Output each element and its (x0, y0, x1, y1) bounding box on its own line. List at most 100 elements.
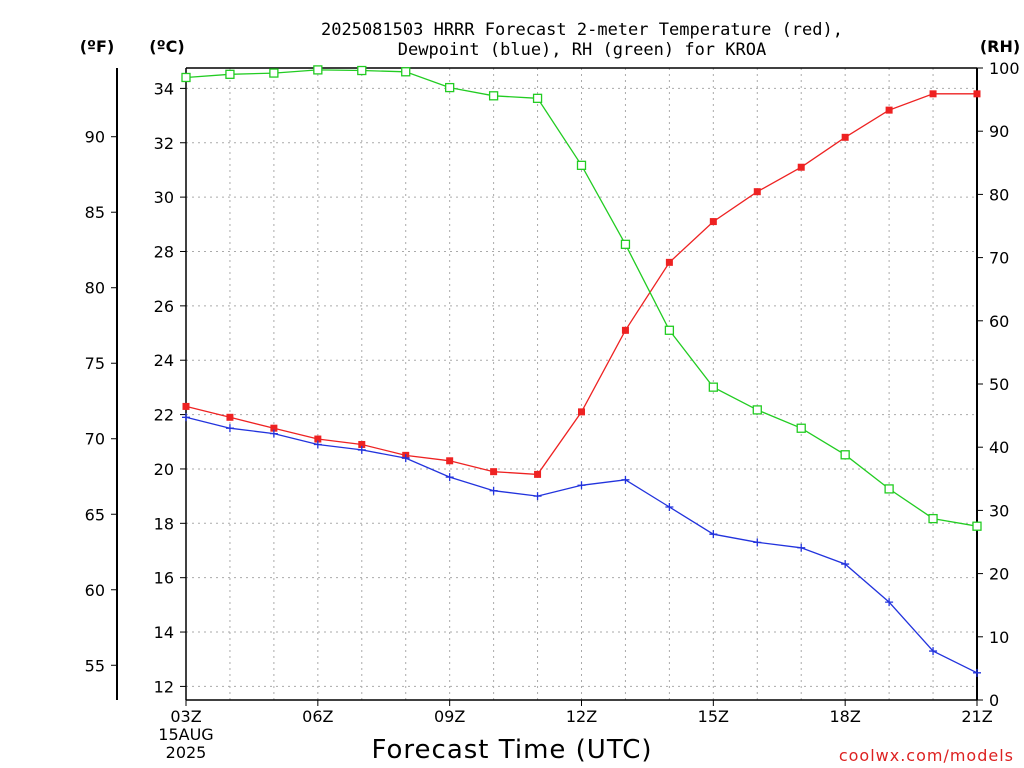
fahrenheit-tick-label: 60 (85, 581, 105, 600)
celsius-tick-label: 18 (154, 514, 174, 533)
rh-point (752, 405, 762, 415)
x-tick-label: 15Z (698, 707, 729, 726)
rh-tick-label: 20 (989, 565, 1009, 584)
x-tick-label: 21Z (961, 707, 992, 726)
rh-point (708, 382, 718, 392)
dewpoint-point (269, 429, 278, 438)
temperature-point (753, 188, 761, 196)
rh-unit-label: (RH) (980, 37, 1020, 56)
rh-point (796, 423, 806, 433)
temperature-point (534, 470, 542, 478)
dewpoint-point (577, 481, 586, 490)
dewpoint-point (797, 543, 806, 552)
rh-point (488, 91, 499, 101)
rh-tick-label: 10 (989, 628, 1009, 647)
rh-point (884, 484, 894, 494)
temperature-point (841, 133, 849, 141)
celsius-tick-label: 34 (154, 79, 174, 98)
temperature-point (270, 424, 278, 432)
x-tick-label: 03Z (170, 707, 201, 726)
rh-point (664, 325, 675, 335)
x-tick-label: 12Z (566, 707, 597, 726)
fahrenheit-tick-label: 85 (85, 203, 105, 222)
temperature-point (797, 163, 805, 171)
celsius-tick-label: 14 (154, 623, 174, 642)
x-tick-label: 09Z (434, 707, 465, 726)
dewpoint-point (401, 454, 410, 463)
rh-tick-label: 60 (989, 312, 1009, 331)
tick-labels: 12 14 16 18 20 22 24 26 28 30 32 34 55 60 65 70 75 80 85 90… (85, 59, 1020, 726)
rh-point (445, 82, 455, 93)
temperature-point (446, 457, 454, 465)
celsius-tick-label: 32 (154, 134, 174, 153)
x-axis-title: Forecast Time (UTC) (371, 735, 652, 765)
temperature-point (578, 408, 585, 416)
fahrenheit-tick-label: 75 (85, 354, 105, 373)
rh-tick-label: 50 (989, 375, 1009, 394)
temperature-point (973, 90, 981, 98)
rh-point (357, 65, 367, 76)
rh-point (269, 68, 279, 78)
dewpoint-point (929, 647, 938, 656)
celsius-tick-label: 26 (154, 297, 174, 316)
celsius-unit-label: (ºC) (149, 37, 184, 56)
rh-point (181, 72, 191, 83)
rh-tick-label: 80 (989, 185, 1009, 204)
date-label-year: 2025 (166, 743, 207, 762)
dewpoint-point (182, 413, 190, 422)
temperature-point (929, 90, 937, 98)
dewpoint-point (885, 598, 894, 607)
rh-point (620, 239, 631, 249)
dewpoint-point (313, 440, 322, 449)
chart-title-line1: 2025081503 HRRR Forecast 2-meter Tempera… (321, 20, 843, 40)
axes (111, 67, 983, 706)
fahrenheit-tick-label: 55 (85, 656, 105, 675)
fahrenheit-tick-label: 80 (85, 279, 105, 298)
celsius-tick-label: 30 (154, 188, 174, 207)
x-tick-label: 18Z (830, 707, 861, 726)
temperature-point (490, 468, 498, 476)
rh-point (532, 93, 543, 103)
rh-tick-label: 40 (989, 438, 1009, 457)
celsius-tick-label: 24 (154, 351, 174, 370)
rh-tick-label: 0 (989, 691, 999, 710)
credit-text: coolwx.com/models (839, 746, 1014, 765)
dewpoint-point (709, 530, 718, 539)
fahrenheit-unit-label: (ºF) (80, 37, 115, 56)
rh-tick-label: 30 (989, 501, 1009, 520)
celsius-tick-label: 28 (154, 242, 174, 261)
dewpoint-point (357, 445, 366, 454)
dewpoint-series (182, 413, 981, 677)
dewpoint-point (753, 538, 762, 547)
dewpoint-point (841, 560, 850, 569)
dewpoint-point (445, 473, 454, 482)
dewpoint-point (665, 503, 674, 512)
rh-point (928, 513, 938, 524)
plot-series (181, 65, 982, 677)
dewpoint-point (973, 668, 981, 677)
celsius-tick-label: 16 (154, 569, 174, 588)
celsius-tick-label: 12 (154, 677, 174, 696)
celsius-tick-label: 22 (154, 406, 174, 425)
temperature-point (621, 326, 629, 334)
x-tick-label: 06Z (302, 707, 333, 726)
dewpoint-point (489, 486, 498, 495)
temperature-point (226, 413, 234, 421)
celsius-tick-label: 20 (154, 460, 174, 479)
temperature-point (885, 106, 893, 114)
rh-series (181, 65, 982, 531)
chart-title-line2: Dewpoint (blue), RH (green) for KROA (398, 40, 766, 60)
rh-line (185, 69, 978, 527)
fahrenheit-tick-label: 70 (85, 430, 105, 449)
dewpoint-point (533, 492, 542, 501)
rh-tick-label: 90 (989, 122, 1009, 141)
dewpoint-line (185, 416, 978, 674)
temperature-point (665, 258, 673, 266)
rh-point (313, 65, 323, 75)
rh-tick-label: 100 (989, 59, 1020, 78)
temperature-point (182, 402, 190, 410)
rh-point (840, 450, 850, 460)
fahrenheit-tick-label: 90 (85, 128, 105, 147)
rh-point (972, 521, 982, 531)
